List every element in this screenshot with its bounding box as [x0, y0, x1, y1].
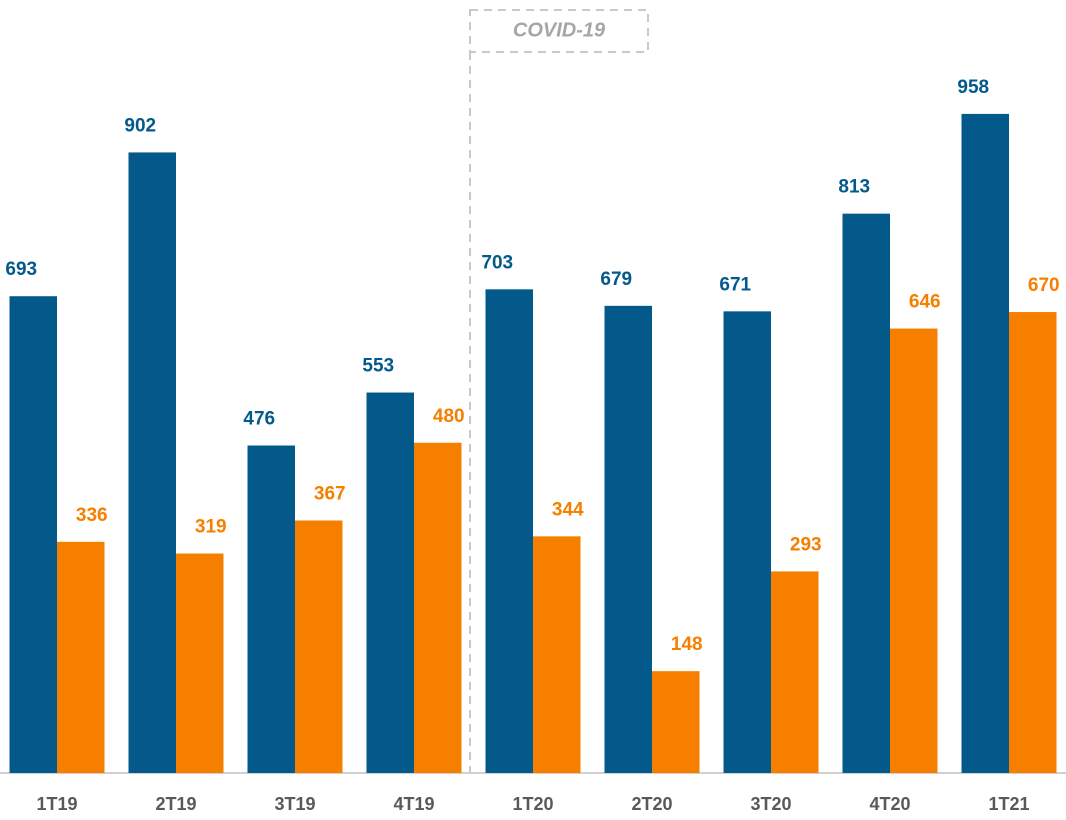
bar	[9, 296, 57, 773]
bar	[57, 541, 105, 773]
value-label: 679	[600, 269, 632, 290]
x-tick-label: 3T19	[274, 794, 315, 814]
bar	[1009, 312, 1057, 773]
value-label: 148	[671, 634, 703, 655]
value-label: 671	[719, 274, 751, 295]
x-tick-label: 2T19	[155, 794, 196, 814]
bar	[128, 152, 176, 773]
value-label: 813	[838, 177, 870, 198]
value-label: 553	[362, 356, 394, 377]
bar	[652, 671, 700, 773]
x-tick-label: 1T20	[512, 794, 553, 814]
bar	[176, 553, 224, 773]
x-tick-label: 4T19	[393, 794, 434, 814]
annotation: COVID-19	[513, 19, 606, 41]
value-label: 476	[243, 409, 275, 430]
value-label: 693	[5, 259, 37, 280]
bar	[890, 328, 938, 773]
x-tick-label: 1T19	[36, 794, 77, 814]
bar	[247, 445, 295, 773]
bar	[533, 536, 581, 773]
value-label: 646	[909, 292, 941, 313]
bar	[485, 289, 533, 773]
bar	[842, 213, 890, 773]
bar	[366, 392, 414, 773]
value-label: 293	[790, 534, 822, 555]
value-label: 958	[957, 77, 989, 98]
bar	[295, 520, 343, 773]
x-tick-label: 4T20	[869, 794, 910, 814]
value-label: 319	[195, 517, 227, 538]
value-label: 902	[124, 115, 156, 136]
bar	[961, 113, 1009, 774]
bar	[414, 442, 462, 773]
bar	[604, 305, 652, 773]
bar	[771, 571, 819, 773]
value-label: 344	[552, 499, 584, 520]
x-tick-label: 3T20	[750, 794, 791, 814]
value-label: 367	[314, 484, 346, 505]
x-tick-label: 2T20	[631, 794, 672, 814]
value-label: 670	[1028, 275, 1060, 296]
x-tick-label: 1T21	[988, 794, 1029, 814]
value-label: 480	[433, 406, 465, 427]
bar	[723, 311, 771, 773]
value-label: 703	[481, 252, 513, 273]
value-label: 336	[76, 505, 108, 526]
annotation-box	[469, 9, 649, 53]
